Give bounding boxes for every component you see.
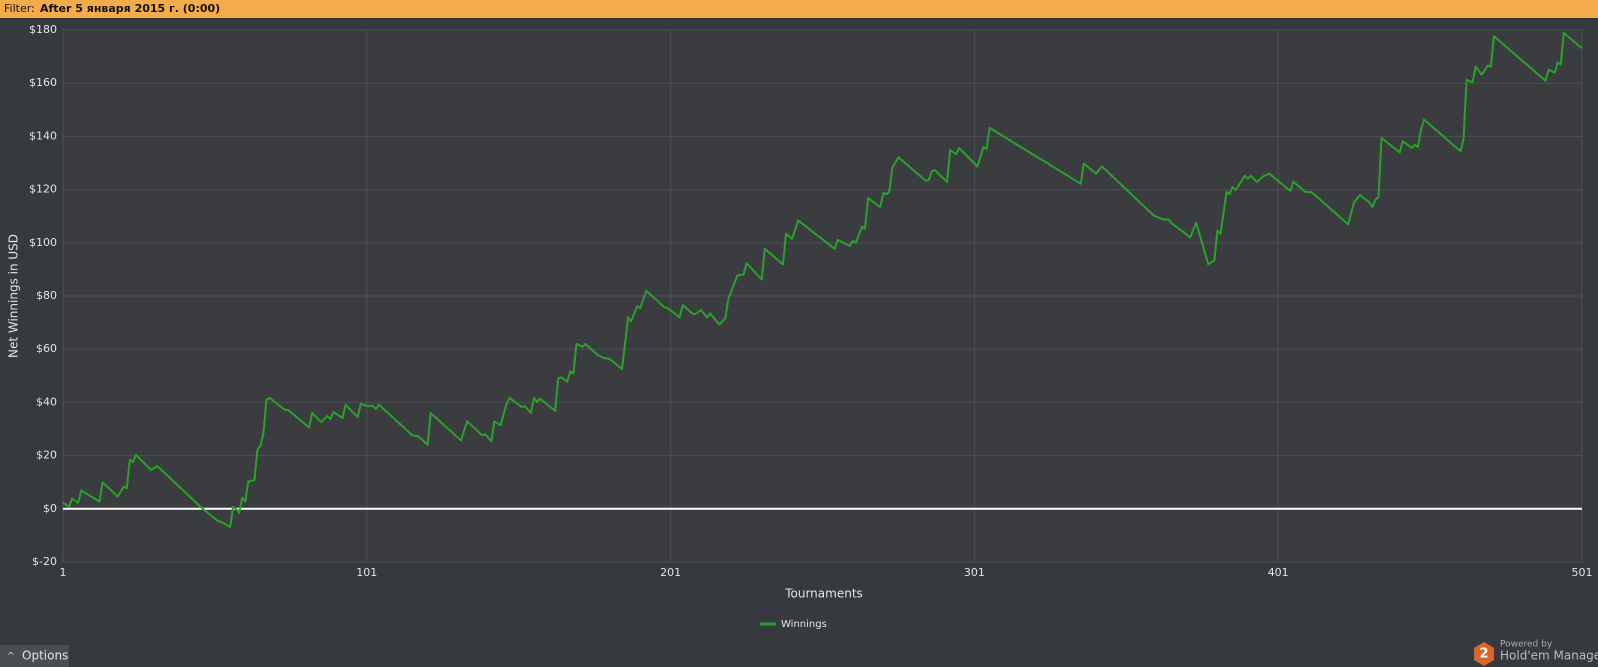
filter-bar — [0, 0, 1598, 18]
legend-label: Winnings — [781, 619, 827, 630]
winnings-line — [62, 31, 1583, 529]
x-tick-label: 101 — [356, 566, 377, 579]
y-tick-label: $20 — [36, 449, 57, 462]
x-tick-label: 501 — [1572, 566, 1593, 579]
y-tick-label: $120 — [29, 183, 57, 196]
options-button[interactable] — [0, 645, 69, 667]
logo-hex — [1474, 642, 1494, 666]
filter-value: After 5 января 2015 г. (0:00) — [40, 2, 220, 15]
x-tick-label: 301 — [964, 566, 985, 579]
logo-number: 2 — [1479, 647, 1488, 662]
options-text[interactable]: Options — [22, 649, 68, 663]
y-tick-label: $180 — [29, 23, 57, 36]
filter-label: Filter: — [4, 2, 35, 15]
y-tick-label: $40 — [36, 395, 57, 408]
y-axis-label: Net Winnings in USD — [7, 234, 21, 358]
options-caret: ^ — [7, 652, 15, 662]
x-tick-label: 201 — [660, 566, 681, 579]
x-tick-label: 1 — [60, 566, 67, 579]
y-tick-label: $-20 — [32, 555, 57, 568]
brand: Hold'em Manager — [1500, 649, 1598, 663]
y-tick-label: $140 — [29, 129, 57, 142]
y-tick-label: $0 — [43, 502, 57, 515]
powered-by: Powered by — [1500, 640, 1553, 650]
y-tick-label: $60 — [36, 342, 57, 355]
x-tick-label: 401 — [1268, 566, 1289, 579]
y-tick-label: $160 — [29, 76, 57, 89]
y-tick-label: $100 — [29, 236, 57, 249]
y-tick-label: $80 — [36, 289, 57, 302]
x-axis-label: Tournaments — [784, 587, 863, 601]
